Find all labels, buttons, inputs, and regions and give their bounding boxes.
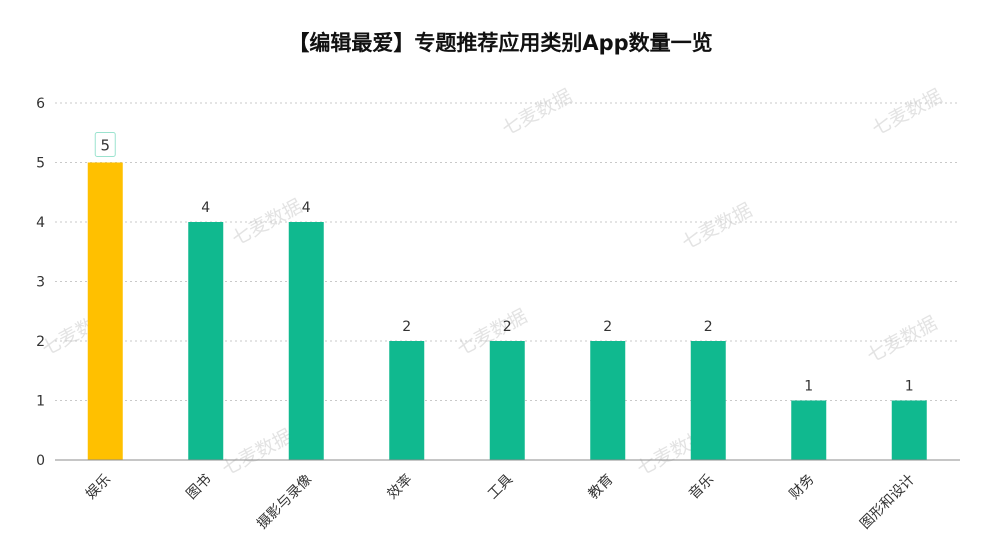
data-label: 2 <box>402 319 411 335</box>
x-tick-label: 效率 <box>384 471 416 503</box>
watermark-text: 七麦数据 <box>498 85 575 140</box>
x-tick-label: 财务 <box>786 472 817 503</box>
y-tick-label: 0 <box>36 453 45 469</box>
data-labels: 5 4 4 2 2 2 2 1 1 <box>94 132 914 395</box>
bar-7[interactable] <box>791 400 827 461</box>
bar-3[interactable] <box>389 341 425 460</box>
bar-8[interactable] <box>891 400 927 461</box>
data-label: 1 <box>905 379 914 395</box>
y-tick-label: 6 <box>36 96 45 112</box>
x-tick-label: 音乐 <box>685 471 717 503</box>
chart-title: 【编辑最爱】专题推荐应用类别App数量一览 <box>288 31 713 55</box>
data-label: 4 <box>201 200 210 216</box>
x-tick-label: 摄影与录像 <box>254 472 315 533</box>
watermark-text: 七麦数据 <box>868 85 945 140</box>
x-tick-label: 图形和设计 <box>857 472 918 533</box>
y-tick-label: 4 <box>36 215 45 231</box>
watermark-text: 七麦数据 <box>218 425 295 480</box>
bars <box>87 162 927 461</box>
y-tick-label: 2 <box>36 334 45 350</box>
data-label: 4 <box>302 200 311 216</box>
x-tick-label: 娱乐 <box>83 472 114 503</box>
y-tick-label: 1 <box>36 394 45 410</box>
data-label-badge <box>94 132 116 157</box>
y-tick-label: 3 <box>36 275 45 291</box>
x-tick-label: 图书 <box>183 472 214 503</box>
data-label: 2 <box>603 319 612 335</box>
bar-1[interactable] <box>188 222 224 460</box>
data-label: 2 <box>704 319 713 335</box>
bar-0[interactable] <box>87 162 123 461</box>
data-label: 2 <box>503 319 512 335</box>
y-tick-label: 5 <box>36 156 45 172</box>
bar-6[interactable] <box>690 341 726 460</box>
bar-2[interactable] <box>288 222 324 460</box>
axes: 0 1 2 3 4 5 6 娱乐 图书 摄影与录像 效率 工具 教育 音乐 财务 图形和设计 <box>36 96 960 532</box>
data-label: 5 <box>100 137 110 155</box>
watermark-text: 七麦数据 <box>678 199 755 254</box>
bar-4[interactable] <box>489 341 525 460</box>
data-label: 1 <box>804 379 813 395</box>
watermark-text: 七麦数据 <box>863 312 940 367</box>
x-tick-label: 教育 <box>585 472 616 503</box>
bar-5[interactable] <box>590 341 626 460</box>
x-tick-label: 工具 <box>485 472 516 503</box>
